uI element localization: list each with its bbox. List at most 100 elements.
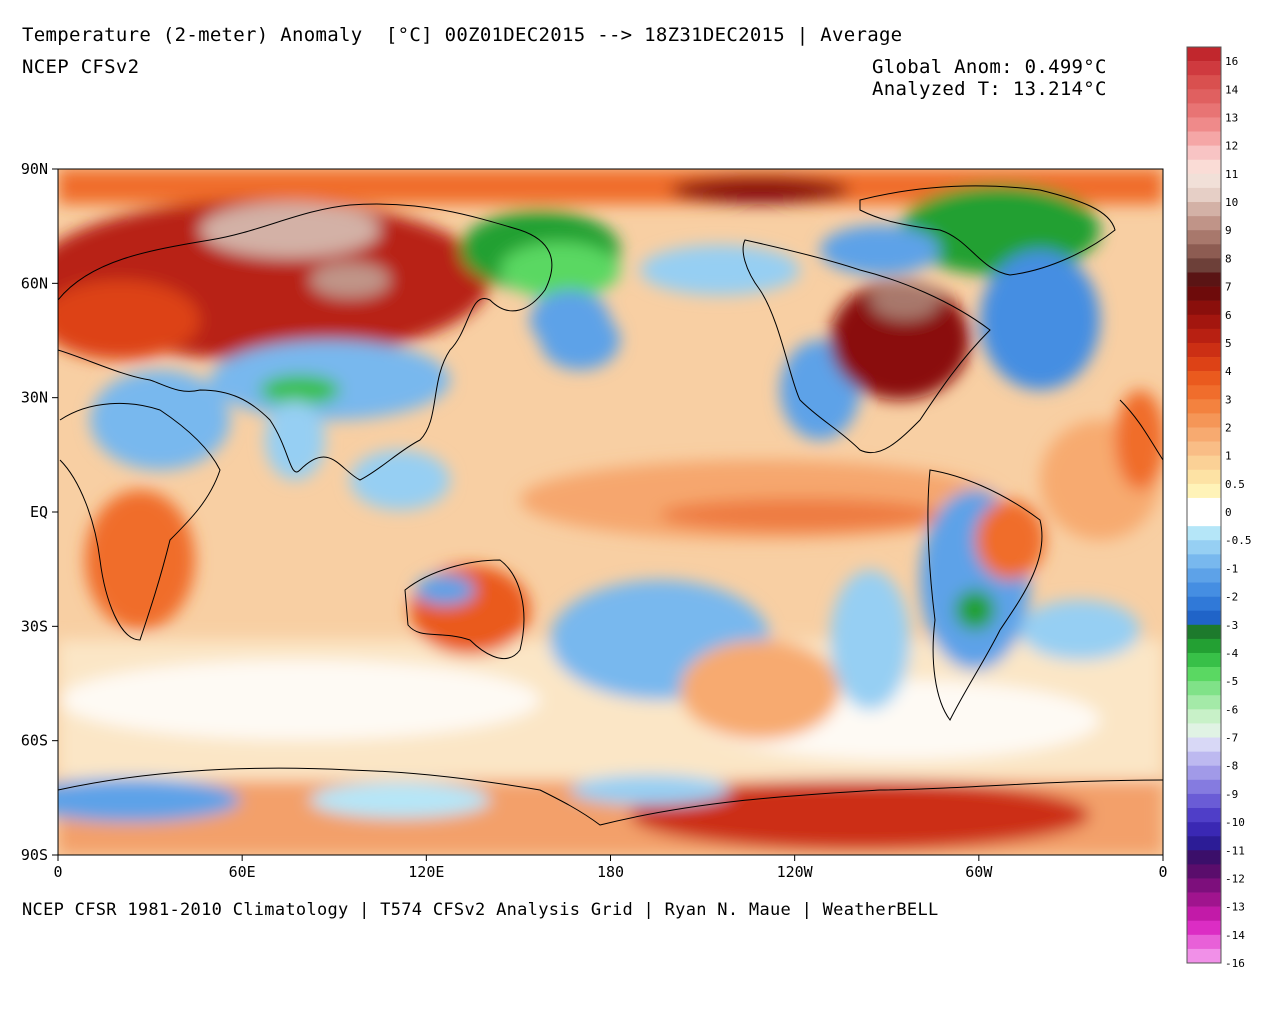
colorbar-swatch xyxy=(1187,751,1221,767)
colorbar-swatch xyxy=(1187,892,1221,907)
lon-tick-label: 0 xyxy=(53,863,62,881)
colorbar-swatch xyxy=(1187,300,1221,316)
colorbar-swatch xyxy=(1187,667,1221,682)
colorbar-swatch xyxy=(1187,103,1221,118)
colorbar-swatch xyxy=(1187,89,1221,104)
colorbar-swatch xyxy=(1187,934,1221,950)
colorbar-swatch xyxy=(1187,497,1221,513)
colorbar-swatch xyxy=(1187,624,1221,640)
colorbar-label: -16 xyxy=(1225,957,1245,970)
colorbar-swatch xyxy=(1187,582,1221,597)
colorbar-swatch xyxy=(1187,906,1221,922)
lat-tick-label: 30N xyxy=(21,389,48,407)
lon-tick-label: 60W xyxy=(965,863,993,881)
colorbar-swatch xyxy=(1187,540,1221,555)
colorbar-swatch xyxy=(1187,807,1221,823)
colorbar-swatch xyxy=(1187,850,1221,865)
colorbar-swatch xyxy=(1187,230,1221,245)
colorbar-label: -3 xyxy=(1225,619,1238,632)
colorbar-swatch xyxy=(1187,610,1221,626)
colorbar-swatch xyxy=(1187,441,1221,456)
colorbar-swatch xyxy=(1187,47,1221,62)
colorbar-label: -2 xyxy=(1225,591,1238,604)
colorbar-swatch xyxy=(1187,638,1221,654)
colorbar-swatch xyxy=(1187,596,1221,611)
lat-tick-label: 90S xyxy=(21,846,48,864)
colorbar-swatch xyxy=(1187,385,1221,400)
colorbar-swatch xyxy=(1187,187,1221,203)
colorbar-label: 8 xyxy=(1225,252,1232,265)
colorbar-label: 5 xyxy=(1225,337,1232,350)
colorbar-swatch xyxy=(1187,836,1221,851)
colorbar-swatch xyxy=(1187,568,1221,583)
colorbar-label: 3 xyxy=(1225,393,1232,406)
colorbar-label: 4 xyxy=(1225,365,1232,378)
lat-tick-label: 60S xyxy=(21,732,48,750)
colorbar-label: -10 xyxy=(1225,816,1245,829)
colorbar-swatch xyxy=(1187,342,1221,358)
colorbar-label: -9 xyxy=(1225,788,1238,801)
analyzed-temperature-readout: Analyzed T: 13.214°C xyxy=(872,78,1107,100)
colorbar-swatch xyxy=(1187,822,1221,837)
colorbar-label: 13 xyxy=(1225,111,1238,124)
lat-tick-label: 60N xyxy=(21,274,48,292)
footer-credit: NCEP CFSR 1981-2010 Climatology | T574 C… xyxy=(22,900,939,920)
colorbar-swatch xyxy=(1187,737,1221,752)
colorbar-swatch xyxy=(1187,117,1221,132)
colorbar-swatch xyxy=(1187,399,1221,414)
colorbar-swatch xyxy=(1187,286,1221,301)
colorbar-swatch xyxy=(1187,864,1221,879)
colorbar-frame xyxy=(1186,46,1222,964)
colorbar-swatch xyxy=(1187,61,1221,76)
colorbar-label: -13 xyxy=(1225,901,1245,914)
colorbar-label: -8 xyxy=(1225,760,1238,773)
lon-tick-label: 0 xyxy=(1158,863,1167,881)
colorbar-swatch xyxy=(1187,723,1221,738)
colorbar-swatch xyxy=(1187,272,1221,287)
model-name: NCEP CFSv2 xyxy=(22,56,140,78)
colorbar-swatch xyxy=(1187,554,1221,569)
colorbar-swatch xyxy=(1187,526,1221,541)
colorbar-label: 6 xyxy=(1225,309,1232,322)
colorbar-swatch xyxy=(1187,948,1221,964)
colorbar-swatch xyxy=(1187,779,1221,795)
colorbar-swatch xyxy=(1187,793,1221,809)
colorbar-label: -12 xyxy=(1225,872,1245,885)
colorbar-label: 12 xyxy=(1225,140,1238,153)
map-title: Temperature (2-meter) Anomaly [°C] 00Z01… xyxy=(22,24,903,46)
lon-tick-label: 120E xyxy=(408,863,444,881)
lat-tick-label: 30S xyxy=(21,617,48,635)
colorbar-label: -11 xyxy=(1225,844,1245,857)
latitude-axis: 90N 60N 30N EQ 30S 60S 90S xyxy=(21,160,58,864)
colorbar-label: -6 xyxy=(1225,703,1238,716)
colorbar-label: -14 xyxy=(1225,929,1245,942)
colorbar-swatch xyxy=(1187,357,1221,372)
colorbar-swatch xyxy=(1187,75,1221,90)
anomaly-field xyxy=(58,169,1163,855)
colorbar-label: 10 xyxy=(1225,196,1238,209)
colorbar-swatch xyxy=(1187,765,1221,781)
colorbar-label: 7 xyxy=(1225,281,1232,294)
colorbar-swatch xyxy=(1187,455,1221,471)
colorbar-label: 1 xyxy=(1225,450,1232,463)
colorbar-swatch xyxy=(1187,244,1221,259)
colorbar-swatch xyxy=(1187,145,1221,161)
colorbar-swatch xyxy=(1187,413,1221,428)
lon-tick-label: 180 xyxy=(597,863,624,881)
colorbar-label: 9 xyxy=(1225,224,1232,237)
colorbar: 16 14 13 12 11 10 9 8 7 6 5 4 3 2 1 0.5 0 -0.5 -1 -2 -3 -4 -5 -… xyxy=(1186,46,1252,970)
coastlines xyxy=(58,185,1163,826)
colorbar-label: 2 xyxy=(1225,421,1232,434)
colorbar-swatch xyxy=(1187,427,1221,442)
colorbar-label: 0.5 xyxy=(1225,478,1245,491)
colorbar-swatch xyxy=(1187,371,1221,386)
colorbar-label: -5 xyxy=(1225,675,1238,688)
colorbar-swatch xyxy=(1187,314,1221,330)
colorbar-label: -0.5 xyxy=(1225,534,1252,547)
lon-tick-label: 120W xyxy=(777,863,814,881)
colorbar-label: -7 xyxy=(1225,732,1238,745)
colorbar-swatch xyxy=(1187,512,1221,527)
colorbar-swatch xyxy=(1187,216,1221,231)
colorbar-swatch xyxy=(1187,202,1221,217)
